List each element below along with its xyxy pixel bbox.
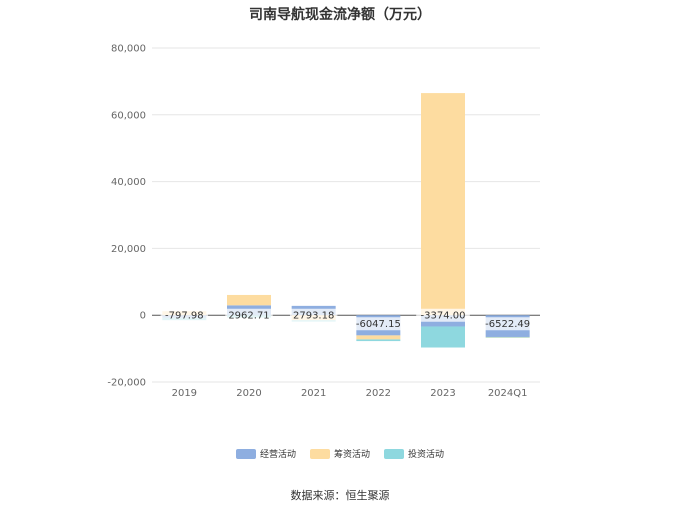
legend-swatch (235, 448, 256, 459)
chart-title: 司南导航现金流净额（万元） (249, 7, 431, 23)
data-label-background (351, 317, 406, 331)
data-label: -3374.00 (421, 311, 466, 322)
data-label-background (480, 317, 535, 331)
data-label: -797.98 (165, 311, 204, 322)
x-tick-label: 2024Q1 (488, 388, 528, 399)
bar-投资活动 (421, 326, 465, 348)
y-tick-label: 0 (140, 311, 146, 322)
y-tick-label: 80,000 (111, 44, 146, 55)
legend-item[interactable]: 筹资活动 (309, 447, 370, 460)
bar-筹资活动 (356, 335, 401, 340)
legend-swatch (309, 448, 330, 459)
chart-legend: 经营活动 筹资活动 投资活动 (0, 447, 680, 460)
x-tick-label: 2020 (236, 388, 261, 399)
data-label-background (289, 308, 338, 322)
y-tick-label: -20,000 (107, 378, 146, 389)
x-tick-label: 2022 (366, 388, 391, 399)
data-label-background (416, 308, 470, 322)
bar-投资活动 (485, 337, 530, 338)
bar-筹资活动 (421, 93, 465, 316)
legend-swatch (384, 448, 404, 459)
data-label: -6522.49 (485, 319, 530, 330)
x-tick-label: 2021 (301, 388, 326, 399)
data-source-note: 数据来源：恒生聚源 (290, 489, 390, 502)
bar-投资活动 (356, 339, 401, 342)
y-tick-label: 60,000 (111, 110, 146, 121)
legend-item[interactable]: 经营活动 (235, 447, 296, 460)
data-label-background (225, 308, 273, 322)
legend-label: 经营活动 (259, 450, 296, 460)
y-tick-label: 20,000 (111, 244, 146, 255)
bar-筹资活动 (485, 336, 530, 338)
data-label: 2793.18 (293, 311, 334, 322)
x-tick-label: 2023 (430, 388, 455, 399)
data-label: 2962.71 (228, 311, 269, 322)
y-tick-label: 40,000 (111, 177, 146, 188)
legend-label: 筹资活动 (333, 450, 370, 460)
data-label: -6047.15 (356, 319, 401, 330)
chart-plot: -20,000 0 20,000 40,000 60,000 80,000 2019 2020… (107, 44, 540, 399)
x-tick-label: 2019 (172, 388, 197, 399)
legend-label: 投资活动 (408, 450, 445, 460)
legend-item[interactable]: 投资活动 (384, 447, 444, 460)
bar-筹资活动 (227, 294, 271, 306)
data-label-background (160, 308, 209, 322)
